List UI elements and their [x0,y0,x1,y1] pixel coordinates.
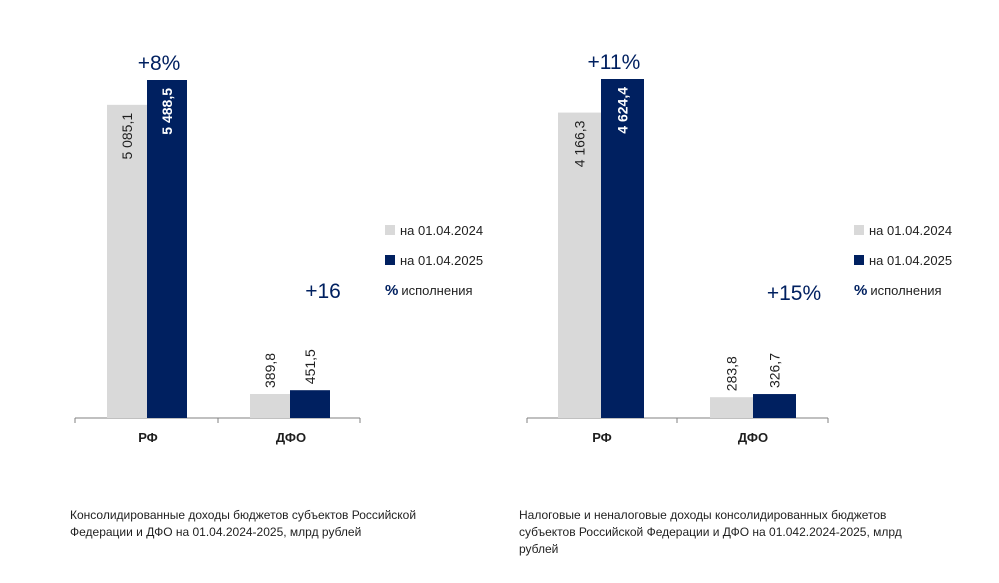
growth-label: +8% [138,52,181,75]
legend-label-curr: на 01.04.2025 [869,252,953,268]
legend-pct-symbol: % [854,281,868,299]
category-label: РФ [592,430,612,445]
legend-label-prev: на 01.04.2024 [869,222,953,238]
chart-caption-right: Налоговые и неналоговые доходы консолиди… [519,508,902,556]
data-label: 283,8 [724,356,740,391]
category-label: ДФО [276,430,306,445]
legend-label-pct: исполнения [870,282,942,298]
legend-label-curr: на 01.04.2025 [400,252,484,268]
legend-item-curr: на 01.04.2025 [854,245,952,275]
category-label: РФ [138,430,158,445]
legend-pct-symbol: % [385,281,399,299]
data-label: 5 488,5 [159,88,175,135]
bar-prev [710,397,753,418]
legend-label-pct: исполнения [401,282,473,298]
bar-curr [601,79,644,418]
bar-curr [290,390,330,418]
legend-item-prev: на 01.04.2024 [854,215,952,245]
data-label: 326,7 [767,353,783,388]
legend-swatch-curr [385,255,395,265]
growth-label: +11% [588,51,641,74]
legend-item-pct: % исполнения [385,275,483,305]
growth-label: +15% [767,282,821,305]
data-label: 4 166,3 [572,120,588,167]
growth-label: +16 [305,280,341,303]
legend-left: на 01.04.2024 на 01.04.2025 % исполнения [385,215,483,305]
data-label: 5 085,1 [119,113,135,160]
bar-curr [753,394,796,418]
legend-swatch-prev [854,225,864,235]
bar-prev [107,104,147,418]
legend-swatch-prev [385,225,395,235]
bar-curr [147,80,187,418]
data-label: 451,5 [302,349,318,384]
data-label: 4 624,4 [615,87,631,134]
category-label: ДФО [738,430,768,445]
legend-swatch-curr [854,255,864,265]
bar-prev [250,393,290,418]
bar-prev [558,112,601,418]
legend-item-curr: на 01.04.2025 [385,245,483,275]
legend-right: на 01.04.2024 на 01.04.2025 % исполнения [854,215,952,305]
legend-item-pct: % исполнения [854,275,952,305]
data-label: 389,8 [262,353,278,388]
chart-caption-left: Консолидированные доходы бюджетов субъек… [70,508,417,539]
legend-item-prev: на 01.04.2024 [385,215,483,245]
legend-label-prev: на 01.04.2024 [400,222,484,238]
